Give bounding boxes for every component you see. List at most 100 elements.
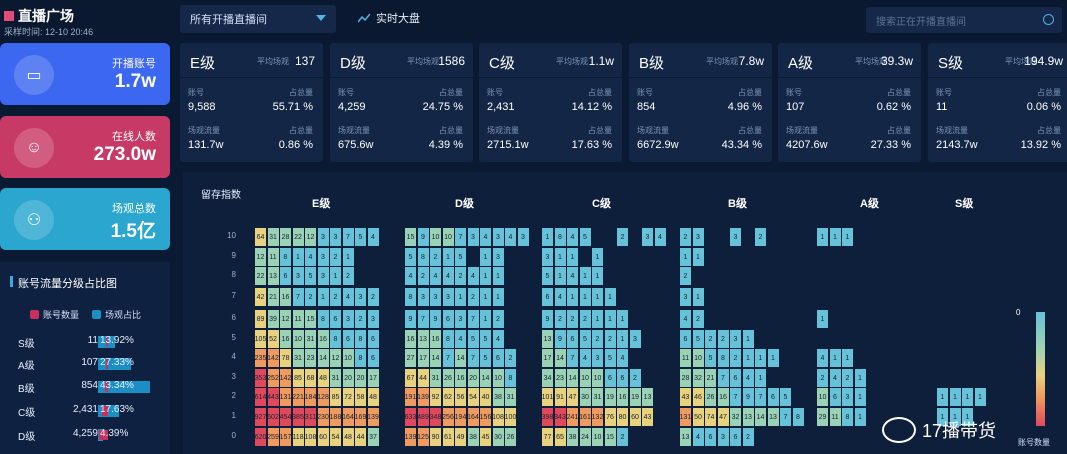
room-filter-select[interactable]: 所有开播直播间 <box>180 5 336 33</box>
heatmap-cell[interactable]: 8 <box>554 228 566 246</box>
heatmap-cell[interactable]: 8 <box>717 349 729 367</box>
heatmap-cell[interactable]: 4 <box>654 228 666 246</box>
heatmap-cell[interactable]: 5 <box>467 330 479 348</box>
heatmap-cell[interactable]: 22 <box>255 267 266 285</box>
heatmap-cell[interactable]: 90 <box>430 428 441 446</box>
heatmap-cell[interactable]: 1 <box>854 369 866 387</box>
heatmap-cell[interactable]: 15 <box>405 228 416 246</box>
heatmap-cell[interactable]: 1 <box>592 267 603 285</box>
color-scale-bar[interactable] <box>1036 312 1045 426</box>
heatmap-cell[interactable]: 44 <box>355 428 366 446</box>
heatmap-cell[interactable]: 100 <box>505 408 516 426</box>
heatmap-cell[interactable]: 5 <box>542 267 553 285</box>
heatmap-cell[interactable]: 11 <box>829 408 841 426</box>
heatmap-cell[interactable]: 2 <box>355 310 366 328</box>
heatmap-cell[interactable]: 11 <box>267 248 279 266</box>
heatmap-cell[interactable]: 256 <box>442 408 454 426</box>
heatmap-cell[interactable]: 21 <box>267 288 279 306</box>
heatmap-cell[interactable]: 161 <box>579 408 591 426</box>
heatmap-cell[interactable]: 4 <box>579 349 591 367</box>
heatmap-cell[interactable]: 62 <box>442 388 454 406</box>
heatmap-cell[interactable]: 1 <box>767 349 779 367</box>
heatmap-cell[interactable]: 2 <box>455 267 466 285</box>
heatmap-cell[interactable]: 14 <box>554 349 566 367</box>
heatmap-cell[interactable]: 76 <box>604 408 616 426</box>
heatmap-cell[interactable]: 43 <box>680 388 691 406</box>
heatmap-cell[interactable]: 1 <box>592 310 603 328</box>
heatmap-cell[interactable]: 28 <box>280 228 291 246</box>
heatmap-cell[interactable]: 16 <box>617 388 628 406</box>
heatmap-cell[interactable]: 2 <box>330 288 341 306</box>
level-card[interactable]: A级 平均场观 39.3w 账号 占总量 107 0.62 % 场观流量 占总量 4207.6w 2… <box>778 43 921 162</box>
heatmap-cell[interactable]: 221 <box>292 388 304 406</box>
heatmap-cell[interactable]: 259 <box>267 428 279 446</box>
heatmap-cell[interactable]: 2 <box>817 369 828 387</box>
heatmap-cell[interactable]: 10 <box>692 349 704 367</box>
heatmap-cell[interactable]: 3 <box>317 267 329 285</box>
heatmap-cell[interactable]: 12 <box>280 310 291 328</box>
heatmap-cell[interactable]: 6 <box>617 369 628 387</box>
heatmap-cell[interactable]: 46 <box>692 388 704 406</box>
heatmap-cell[interactable]: 12 <box>305 228 316 246</box>
heatmap-cell[interactable]: 3 <box>517 228 529 246</box>
heatmap-cell[interactable]: 10 <box>292 330 304 348</box>
heatmap-cell[interactable]: 3 <box>592 349 603 367</box>
heatmap-cell[interactable]: 38 <box>492 388 504 406</box>
heatmap-cell[interactable]: 10 <box>442 228 454 246</box>
heatmap-cell[interactable]: 13 <box>542 330 553 348</box>
heatmap-cell[interactable]: 1 <box>579 288 591 306</box>
heatmap-cell[interactable]: 620 <box>255 428 266 446</box>
heatmap-cell[interactable]: 3 <box>730 330 741 348</box>
heatmap-cell[interactable]: 16 <box>455 369 466 387</box>
heatmap-cell[interactable]: 26 <box>705 388 716 406</box>
heatmap-cell[interactable]: 8 <box>317 310 329 328</box>
heatmap-cell[interactable]: 1 <box>579 267 591 285</box>
heatmap-cell[interactable]: 2 <box>342 267 354 285</box>
heatmap-cell[interactable]: 164 <box>342 408 354 426</box>
heatmap-cell[interactable]: 633 <box>405 408 416 426</box>
heatmap-cell[interactable]: 5 <box>480 330 491 348</box>
heatmap-cell[interactable]: 11 <box>680 349 691 367</box>
heatmap-cell[interactable]: 7 <box>417 310 429 328</box>
heatmap-cell[interactable]: 23 <box>554 369 566 387</box>
heatmap-cell[interactable]: 7 <box>455 228 466 246</box>
heatmap-cell[interactable]: 10 <box>342 349 354 367</box>
heatmap-cell[interactable]: 21 <box>705 369 716 387</box>
heatmap-cell[interactable]: 1 <box>817 228 828 246</box>
heatmap-cell[interactable]: 1 <box>592 288 603 306</box>
heatmap-cell[interactable]: 45 <box>480 428 491 446</box>
heatmap-cell[interactable]: 30 <box>492 428 504 446</box>
heatmap-cell[interactable]: 108 <box>492 408 504 426</box>
heatmap-cell[interactable]: 2 <box>492 310 504 328</box>
heatmap-cell[interactable]: 1 <box>292 248 304 266</box>
heatmap-cell[interactable]: 67 <box>405 369 416 387</box>
heatmap-cell[interactable]: 2 <box>305 288 316 306</box>
heatmap-cell[interactable]: 443 <box>267 388 279 406</box>
heatmap-cell[interactable]: 7 <box>567 349 578 367</box>
heatmap-cell[interactable]: 3 <box>455 310 466 328</box>
heatmap-cell[interactable]: 6 <box>730 369 741 387</box>
heatmap-cell[interactable]: 2 <box>330 248 341 266</box>
heatmap-cell[interactable]: 353 <box>255 369 266 387</box>
heatmap-cell[interactable]: 2 <box>680 228 691 246</box>
heatmap-cell[interactable]: 9 <box>542 310 553 328</box>
heatmap-cell[interactable]: 3 <box>717 428 729 446</box>
heatmap-cell[interactable]: 23 <box>305 349 316 367</box>
legend-view-share[interactable]: 场观占比 <box>92 308 141 321</box>
heatmap-cell[interactable]: 14 <box>480 369 491 387</box>
heatmap-cell[interactable]: 26 <box>505 428 516 446</box>
level-card[interactable]: E级 平均场观 137 账号 占总量 9,588 55.71 % 场观流量 占总量 131.7w 0… <box>180 43 323 162</box>
heatmap-cell[interactable]: 2 <box>629 369 641 387</box>
heatmap-cell[interactable]: 15 <box>604 428 616 446</box>
heatmap-cell[interactable]: 191 <box>405 388 416 406</box>
heatmap-cell[interactable]: 54 <box>330 428 341 446</box>
heatmap-cell[interactable]: 2 <box>680 267 691 285</box>
heatmap-cell[interactable]: 139 <box>417 388 429 406</box>
heatmap-cell[interactable]: 4 <box>567 228 578 246</box>
heatmap-cell[interactable]: 5 <box>705 349 716 367</box>
heatmap-cell[interactable]: 132 <box>592 408 603 426</box>
heatmap-cell[interactable]: 2 <box>742 428 754 446</box>
heatmap-cell[interactable]: 1 <box>755 369 766 387</box>
heatmap-cell[interactable]: 1 <box>854 388 866 406</box>
heatmap-cell[interactable]: 5 <box>692 330 704 348</box>
